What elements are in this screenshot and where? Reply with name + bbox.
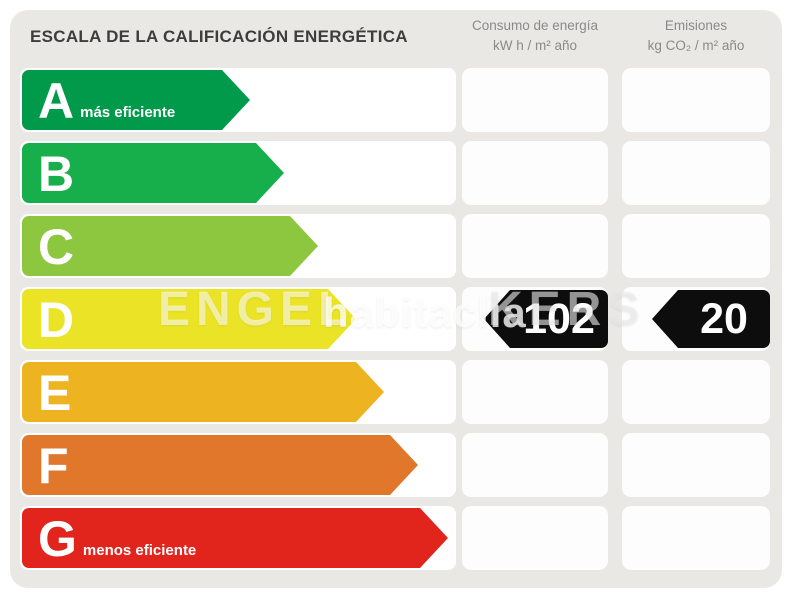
rating-row: C — [0, 214, 792, 278]
rating-letter: D — [38, 292, 75, 348]
rating-sublabel: menos eficiente — [82, 542, 197, 559]
consumo-value-cell — [462, 433, 608, 497]
rating-letter: G — [38, 511, 77, 567]
rating-row: B — [0, 141, 792, 205]
emisiones-value-cell — [622, 214, 770, 278]
consumo-header-line2: kW h / m² año — [492, 38, 578, 53]
rating-letter: E — [38, 365, 72, 421]
consumo-value-cell — [462, 360, 608, 424]
rating-row: D — [0, 287, 792, 351]
rating-arrow: C — [22, 216, 318, 276]
emisiones-value-cell — [622, 141, 770, 205]
rating-arrow: E — [22, 362, 384, 422]
rating-letter: F — [38, 438, 69, 494]
emisiones-indicator-arrow: 20 — [652, 290, 770, 348]
column-header-consumo: Consumo de energía kW h / m² año — [450, 16, 620, 56]
emisiones-value-cell — [622, 433, 770, 497]
rating-arrow: F — [22, 435, 418, 495]
rating-sublabel: más eficiente — [80, 104, 176, 121]
consumo-value-cell — [462, 214, 608, 278]
chart-title: ESCALA DE LA CALIFICACIÓN ENERGÉTICA — [30, 27, 408, 46]
consumo-indicator-arrow: 102 — [484, 290, 608, 348]
rating-row: G menos eficiente — [0, 506, 792, 570]
rating-arrow: G menos eficiente — [22, 508, 448, 568]
consumo-value-cell — [462, 506, 608, 570]
rating-arrow: B — [22, 143, 284, 203]
rating-letter: A — [38, 73, 75, 129]
rating-row: E — [0, 360, 792, 424]
emisiones-value-cell — [622, 68, 770, 132]
rating-arrow: A más eficiente — [22, 70, 250, 130]
rating-letter: C — [38, 219, 75, 275]
emisiones-header-line1: Emisiones — [664, 18, 728, 33]
consumo-value-cell — [462, 68, 608, 132]
rating-row: A más eficiente — [0, 68, 792, 132]
emisiones-value-cell — [622, 360, 770, 424]
emisiones-indicator-value: 20 — [678, 290, 770, 348]
consumo-header-line1: Consumo de energía — [471, 18, 599, 33]
column-header-emisiones: Emisiones kg CO₂ / m² año — [611, 16, 781, 56]
consumo-value-cell — [462, 141, 608, 205]
consumo-indicator-value: 102 — [510, 290, 608, 348]
rating-arrow: D — [22, 289, 356, 349]
rating-row: F — [0, 433, 792, 497]
emisiones-header-line2: kg CO₂ / m² año — [647, 38, 745, 53]
emisiones-value-cell — [622, 506, 770, 570]
rating-letter: B — [38, 146, 75, 202]
